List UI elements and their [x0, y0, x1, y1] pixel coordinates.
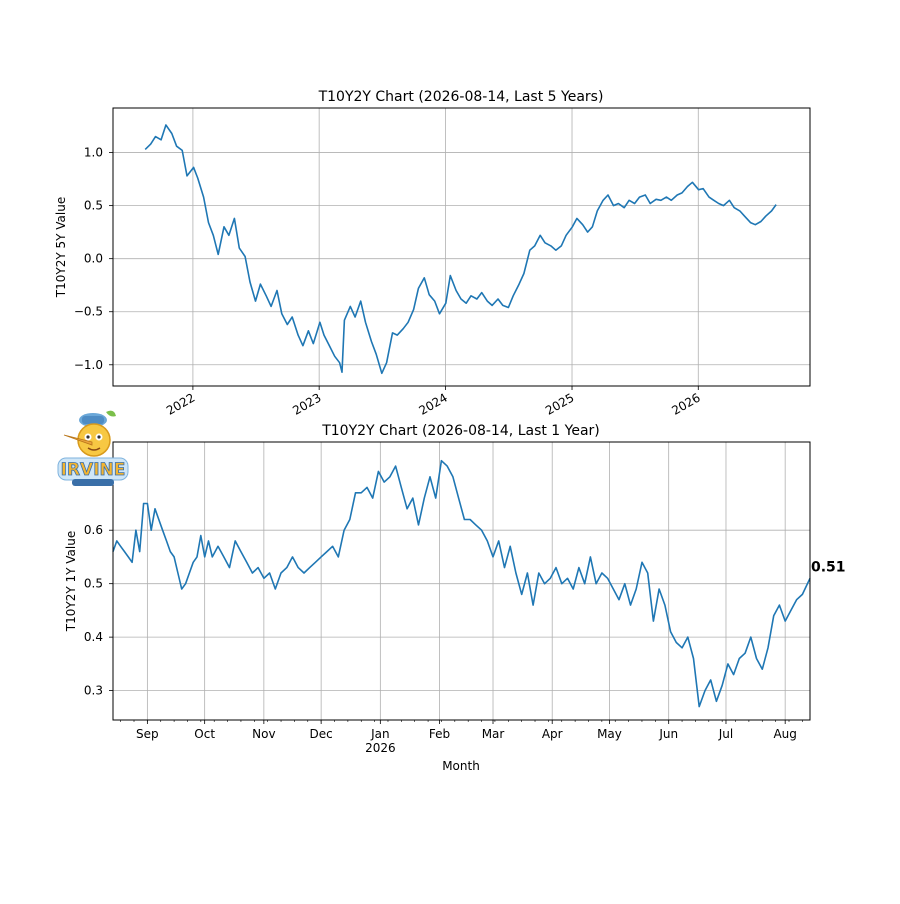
y-axis-label: T10Y2Y 5Y Value — [54, 197, 68, 298]
x-tick-label: May — [597, 727, 622, 741]
chart-title: T10Y2Y Chart (2026-08-14, Last 5 Years) — [318, 89, 604, 105]
plot-frame — [112, 107, 811, 387]
y-tick-label: −1.0 — [74, 358, 103, 372]
mascot-logo: IRVINE — [57, 410, 129, 486]
series-line — [112, 459, 811, 708]
plot-frame — [112, 441, 811, 721]
last-value-label: 0.51 — [811, 559, 846, 575]
x-tick-label: Apr — [542, 727, 563, 741]
y-tick-label: 0.4 — [84, 630, 103, 644]
svg-text:IRVINE: IRVINE — [61, 460, 126, 480]
y-axis-label: T10Y2Y 1Y Value — [64, 531, 78, 632]
y-tick-label: 1.0 — [84, 146, 103, 160]
x-tick-label: 2024 — [416, 390, 449, 417]
series-line — [144, 124, 777, 375]
x-tick-label: Jun — [658, 727, 678, 741]
chart-1-year: T10Y2Y Chart (2026-08-14, Last 1 Year) T… — [64, 423, 846, 773]
chart-title: T10Y2Y Chart (2026-08-14, Last 1 Year) — [321, 423, 600, 439]
x-tick-label: Sep — [136, 727, 159, 741]
y-tick-label: 0.3 — [84, 684, 103, 698]
x-tick-label: Mar — [482, 727, 505, 741]
x-tick-label: 2023 — [290, 390, 323, 417]
y-tick-label: 0.6 — [84, 523, 103, 537]
y-tick-label: 0.5 — [84, 199, 103, 213]
y-tick-label: 0.0 — [84, 252, 103, 266]
x-tick-label: Nov — [252, 727, 275, 741]
grid — [113, 108, 810, 386]
y-tick-label: 0.5 — [84, 577, 103, 591]
x-tick-label: Dec — [310, 727, 333, 741]
x-tick-year-label: 2026 — [365, 741, 396, 755]
x-tick-label: 2022 — [164, 390, 197, 417]
plot-area — [113, 108, 810, 386]
x-tick-label: Jan — [370, 727, 390, 741]
chart-5-year: T10Y2Y Chart (2026-08-14, Last 5 Years) … — [54, 89, 811, 418]
x-tick-label: 2026 — [669, 390, 702, 417]
x-tick-label: Oct — [194, 727, 215, 741]
tick-marks — [109, 152, 699, 390]
plot-area — [113, 442, 810, 720]
grid — [113, 442, 810, 720]
x-tick-label: Aug — [773, 727, 796, 741]
tick-marks — [109, 529, 803, 724]
y-tick-label: −0.5 — [74, 305, 103, 319]
x-tick-label: 2025 — [543, 390, 576, 417]
x-tick-label: Jul — [718, 727, 733, 741]
x-axis-label: Month — [442, 759, 480, 773]
x-tick-label: Feb — [429, 727, 450, 741]
